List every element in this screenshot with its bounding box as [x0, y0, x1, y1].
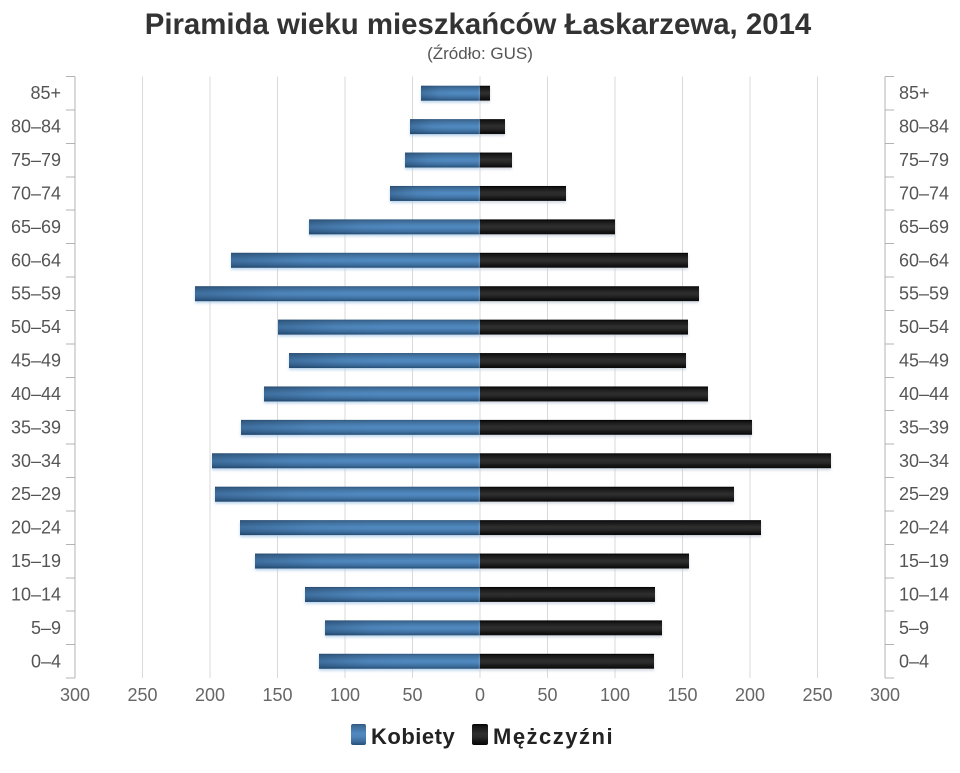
svg-text:35–39: 35–39 [899, 417, 949, 437]
svg-text:15–19: 15–19 [899, 551, 949, 571]
svg-text:150: 150 [667, 685, 697, 705]
svg-text:30–34: 30–34 [899, 451, 949, 471]
svg-text:25–29: 25–29 [11, 484, 61, 504]
svg-text:5–9: 5–9 [31, 618, 61, 638]
svg-text:200: 200 [735, 685, 765, 705]
svg-text:60–64: 60–64 [11, 250, 61, 270]
svg-text:250: 250 [802, 685, 832, 705]
svg-text:75–79: 75–79 [11, 150, 61, 170]
svg-text:40–44: 40–44 [899, 384, 949, 404]
svg-text:10–14: 10–14 [11, 584, 61, 604]
svg-text:70–74: 70–74 [11, 183, 61, 203]
svg-text:Mężczyźni: Mężczyźni [493, 724, 614, 749]
svg-text:0–4: 0–4 [31, 651, 61, 671]
svg-text:5–9: 5–9 [899, 618, 929, 638]
svg-text:250: 250 [127, 685, 157, 705]
svg-text:85+: 85+ [30, 83, 61, 103]
svg-text:60–64: 60–64 [899, 250, 949, 270]
svg-text:100: 100 [330, 685, 360, 705]
svg-text:(Źródło: GUS): (Źródło: GUS) [427, 44, 533, 63]
svg-text:Kobiety: Kobiety [371, 724, 455, 749]
svg-text:0–4: 0–4 [899, 651, 929, 671]
svg-text:35–39: 35–39 [11, 417, 61, 437]
svg-text:150: 150 [262, 685, 292, 705]
svg-text:100: 100 [600, 685, 630, 705]
svg-text:200: 200 [195, 685, 225, 705]
svg-text:15–19: 15–19 [11, 551, 61, 571]
svg-text:20–24: 20–24 [11, 518, 61, 538]
svg-text:0: 0 [475, 685, 485, 705]
svg-text:30–34: 30–34 [11, 451, 61, 471]
svg-text:55–59: 55–59 [899, 284, 949, 304]
svg-text:45–49: 45–49 [11, 351, 61, 371]
svg-text:45–49: 45–49 [899, 351, 949, 371]
svg-text:Piramida wieku mieszkańców Łas: Piramida wieku mieszkańców Łaskarzewa, 2… [145, 8, 812, 41]
svg-text:25–29: 25–29 [899, 484, 949, 504]
svg-text:80–84: 80–84 [899, 117, 949, 137]
svg-text:50–54: 50–54 [11, 317, 61, 337]
svg-text:20–24: 20–24 [899, 518, 949, 538]
svg-text:80–84: 80–84 [11, 117, 61, 137]
svg-text:85+: 85+ [899, 83, 930, 103]
svg-text:70–74: 70–74 [899, 183, 949, 203]
svg-text:50: 50 [537, 685, 557, 705]
svg-text:65–69: 65–69 [11, 217, 61, 237]
svg-text:75–79: 75–79 [899, 150, 949, 170]
svg-text:300: 300 [60, 685, 90, 705]
svg-text:300: 300 [870, 685, 900, 705]
svg-text:50–54: 50–54 [899, 317, 949, 337]
svg-text:55–59: 55–59 [11, 284, 61, 304]
svg-text:10–14: 10–14 [899, 584, 949, 604]
svg-text:40–44: 40–44 [11, 384, 61, 404]
svg-text:50: 50 [402, 685, 422, 705]
svg-text:65–69: 65–69 [899, 217, 949, 237]
